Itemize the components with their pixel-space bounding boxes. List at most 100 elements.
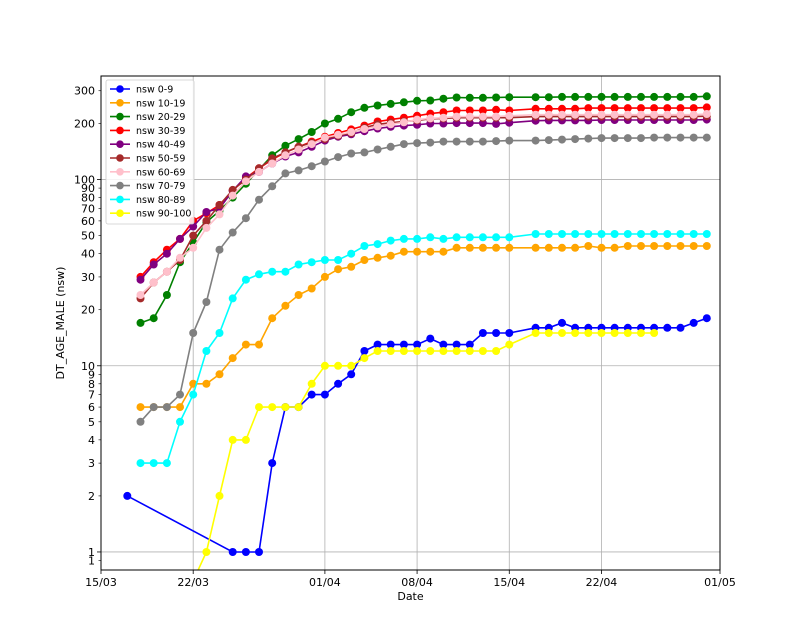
data-point bbox=[637, 92, 645, 101]
data-point bbox=[676, 92, 685, 101]
data-point bbox=[386, 347, 395, 355]
data-point bbox=[162, 249, 171, 258]
data-point bbox=[202, 216, 211, 225]
data-point bbox=[610, 134, 619, 143]
data-point bbox=[294, 403, 303, 412]
data-point bbox=[320, 133, 329, 142]
data-point bbox=[492, 329, 501, 337]
data-point bbox=[360, 256, 369, 264]
data-point bbox=[347, 128, 356, 136]
data-point bbox=[202, 208, 211, 216]
data-point bbox=[294, 166, 303, 175]
data-point bbox=[413, 234, 422, 243]
data-point bbox=[505, 329, 514, 337]
data-point bbox=[386, 340, 395, 349]
data-point bbox=[663, 110, 672, 119]
data-point bbox=[386, 236, 395, 245]
data-point bbox=[360, 242, 369, 250]
data-point bbox=[399, 340, 408, 349]
y-minor-tick-label: 80 bbox=[81, 192, 95, 205]
data-point bbox=[241, 548, 250, 556]
data-point bbox=[136, 403, 145, 412]
data-point bbox=[452, 233, 461, 242]
data-point bbox=[149, 459, 158, 468]
legend-item: nsw 20-29 bbox=[110, 112, 185, 123]
data-point bbox=[597, 92, 606, 101]
data-point bbox=[320, 272, 329, 281]
data-point bbox=[149, 403, 158, 412]
y-minor-tick-label: 7 bbox=[88, 389, 95, 402]
data-point bbox=[320, 119, 329, 128]
data-point bbox=[505, 233, 514, 242]
data-point bbox=[452, 137, 461, 146]
data-point bbox=[334, 361, 343, 370]
data-point bbox=[399, 98, 408, 107]
data-point bbox=[676, 323, 685, 332]
data-point bbox=[294, 145, 303, 154]
data-point bbox=[334, 256, 343, 264]
data-point bbox=[584, 134, 593, 143]
axes: 15/03 22/03 01/04 08/04 15/04 22/04 01/05 1 10 10… bbox=[74, 85, 736, 589]
data-point bbox=[307, 258, 316, 267]
data-point bbox=[478, 93, 487, 102]
data-point bbox=[320, 157, 329, 166]
data-point bbox=[136, 417, 145, 426]
data-point bbox=[162, 291, 171, 299]
data-point bbox=[452, 106, 461, 115]
y-major-tick-label: 100 bbox=[74, 174, 95, 187]
data-point bbox=[558, 243, 566, 252]
legend-item: nsw 90-100 bbox=[110, 209, 191, 220]
data-point bbox=[505, 136, 514, 145]
data-point bbox=[623, 134, 632, 143]
data-point bbox=[492, 119, 501, 128]
legend-label: nsw 60-69 bbox=[136, 167, 185, 178]
data-point bbox=[439, 137, 448, 146]
data-point bbox=[676, 104, 685, 113]
data-point bbox=[492, 112, 501, 121]
data-point bbox=[531, 110, 540, 119]
data-point bbox=[268, 403, 277, 412]
series-nsw-10-19 bbox=[136, 242, 711, 412]
data-point bbox=[465, 106, 474, 115]
legend-label: nsw 30-39 bbox=[136, 126, 185, 137]
y-minor-tick-label: 1 bbox=[88, 554, 95, 567]
data-point bbox=[465, 243, 474, 252]
data-point bbox=[347, 249, 356, 258]
legend-marker bbox=[116, 195, 124, 204]
data-point bbox=[176, 234, 184, 243]
data-point bbox=[373, 340, 382, 349]
data-point bbox=[373, 145, 382, 154]
data-point bbox=[531, 230, 540, 238]
data-point bbox=[663, 230, 672, 238]
data-point bbox=[136, 459, 145, 468]
data-point bbox=[584, 92, 593, 101]
data-point bbox=[637, 104, 645, 113]
data-point bbox=[571, 104, 580, 113]
data-point bbox=[426, 96, 435, 105]
data-point bbox=[189, 243, 198, 252]
data-point bbox=[597, 230, 606, 238]
data-point bbox=[544, 329, 553, 337]
data-point bbox=[650, 104, 659, 113]
data-point bbox=[689, 110, 698, 119]
data-point bbox=[255, 270, 263, 279]
data-point bbox=[241, 340, 250, 349]
data-point bbox=[241, 214, 250, 223]
data-point bbox=[360, 103, 369, 112]
data-point bbox=[610, 92, 619, 101]
series-nsw-90-100 bbox=[197, 329, 659, 570]
data-point bbox=[255, 195, 263, 204]
data-point bbox=[650, 110, 659, 119]
data-point bbox=[228, 354, 237, 363]
data-point bbox=[413, 139, 422, 148]
data-point bbox=[544, 243, 553, 252]
y-minor-tick-label: 2 bbox=[88, 490, 95, 503]
legend-item: nsw 70-79 bbox=[110, 181, 185, 192]
data-point bbox=[623, 104, 632, 113]
data-point bbox=[544, 104, 553, 113]
y-minor-tick-label: 20 bbox=[81, 304, 95, 317]
data-point bbox=[386, 99, 395, 108]
data-point bbox=[610, 243, 619, 252]
data-point bbox=[676, 230, 685, 238]
